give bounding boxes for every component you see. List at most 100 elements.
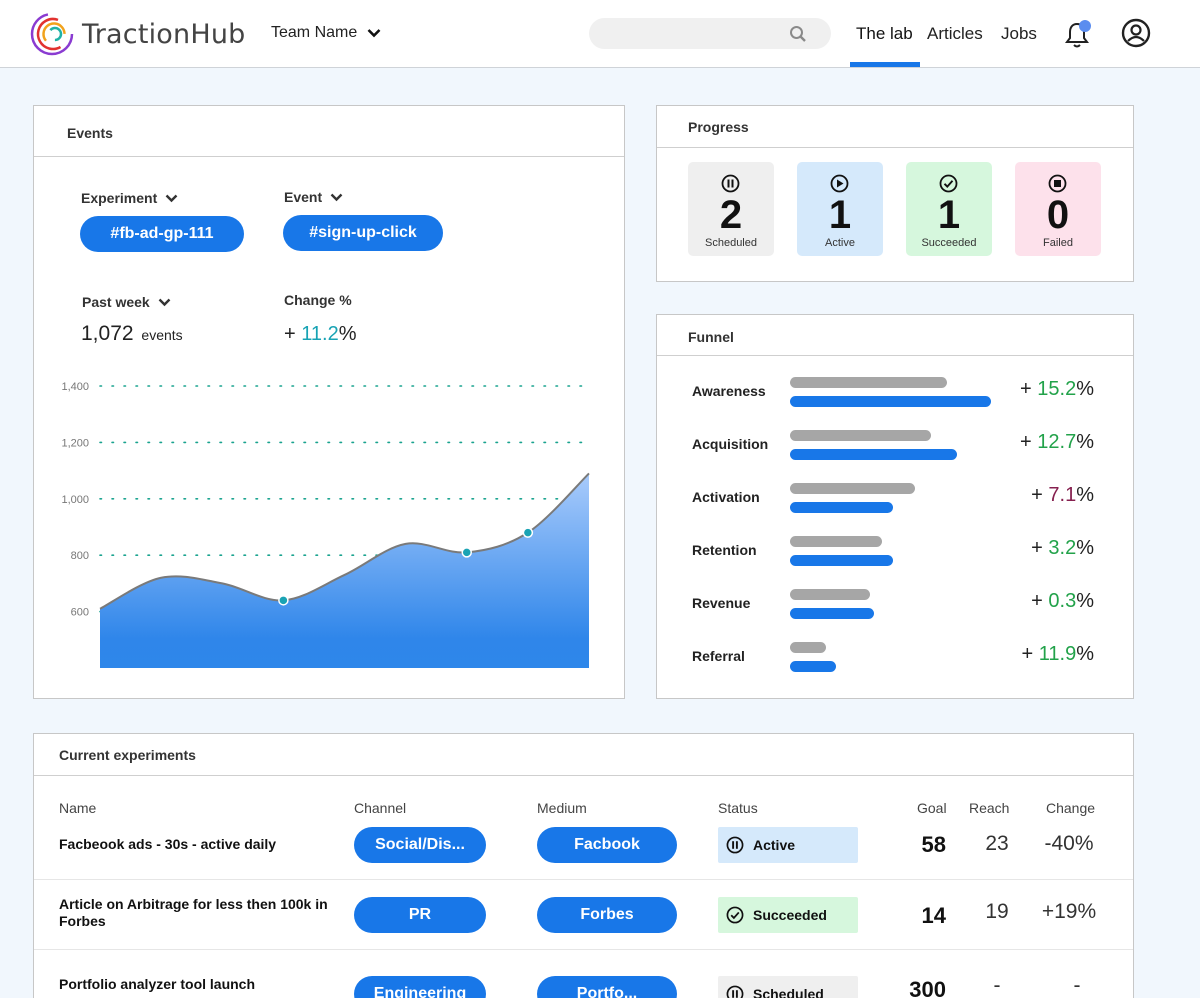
change-suffix: %: [338, 323, 357, 345]
funnel-stage-label: Referral: [692, 648, 745, 664]
period-dropdown[interactable]: Past week: [82, 294, 171, 310]
experiment-dropdown[interactable]: Experiment: [81, 190, 178, 206]
funnel-stage-change: + 15.2%: [1020, 378, 1094, 401]
check-circle-icon: [939, 174, 958, 193]
progress-failed[interactable]: 0 Failed: [1015, 162, 1101, 256]
status-badge: Active: [718, 827, 858, 863]
chart-data-point[interactable]: [461, 547, 472, 558]
change-value: -40%: [1044, 832, 1094, 855]
funnel-change-number: 11.9: [1038, 643, 1077, 665]
funnel-stage-change: + 7.1%: [1031, 484, 1094, 507]
events-title: Events: [34, 106, 624, 157]
status-text: Active: [753, 837, 796, 853]
funnel-previous-bar: [790, 430, 931, 441]
y-tick-label: 1,000: [61, 494, 89, 506]
funnel-change-number: 15.2: [1037, 378, 1077, 400]
table-row[interactable]: Facbeook ads - 30s - active daily Social…: [34, 818, 1133, 880]
change-label-text: Change %: [284, 292, 352, 308]
y-tick-label: 800: [71, 550, 89, 562]
funnel-stage-change: + 11.9%: [1022, 643, 1095, 666]
funnel-current-bar: [790, 661, 836, 672]
table-row[interactable]: Portfolio analyzer tool launch Engineeri…: [34, 950, 1133, 998]
experiments-title: Current experiments: [34, 734, 1133, 776]
col-reach[interactable]: Reach: [969, 800, 1010, 816]
funnel-stage-change: + 3.2%: [1031, 537, 1094, 560]
event-label: Event: [284, 189, 323, 205]
brand-logo[interactable]: TractionHub: [30, 12, 246, 56]
chart-data-point[interactable]: [522, 527, 534, 538]
experiment-label: Experiment: [81, 190, 158, 206]
experiments-card: Current experiments Name Channel Medium …: [33, 733, 1134, 998]
nav-active-indicator: [850, 62, 920, 67]
nav-the-lab[interactable]: The lab: [856, 24, 913, 43]
user-account-icon[interactable]: [1121, 18, 1151, 48]
funnel-stage-change: + 0.3%: [1031, 590, 1094, 613]
event-pill[interactable]: #sign-up-click: [283, 215, 443, 251]
progress-active[interactable]: 1 Active: [797, 162, 883, 256]
funnel-change-number: 0.3: [1048, 590, 1077, 612]
change-value: +19%: [1041, 900, 1097, 923]
channel-pill[interactable]: Engineering: [354, 976, 486, 998]
chevron-down-icon: [158, 298, 171, 306]
progress-succeeded[interactable]: 1 Succeeded: [906, 162, 992, 256]
pause-circle-icon: [726, 836, 744, 854]
funnel-current-bar: [790, 608, 874, 619]
table-row[interactable]: Article on Arbitrage for less then 100k …: [34, 880, 1133, 950]
col-channel[interactable]: Channel: [354, 800, 407, 816]
funnel-previous-bar: [790, 642, 826, 653]
failed-label: Failed: [1043, 237, 1073, 249]
chevron-down-icon: [367, 29, 381, 38]
y-tick-label: 1,400: [61, 381, 89, 393]
col-status[interactable]: Status: [718, 800, 758, 816]
funnel-change-prefix: +: [1031, 537, 1049, 559]
medium-pill[interactable]: Facbook: [537, 827, 677, 863]
active-count: 1: [828, 193, 852, 237]
channel-pill[interactable]: PR: [354, 897, 486, 933]
experiment-name[interactable]: Portfolio analyzer tool launch: [59, 976, 256, 992]
search-icon[interactable]: [789, 25, 807, 43]
funnel-previous-bar: [790, 589, 870, 600]
funnel-current-bar: [790, 502, 893, 513]
status-badge: Succeeded: [718, 897, 858, 933]
funnel-change-prefix: +: [1020, 431, 1038, 453]
chart-data-point[interactable]: [278, 595, 289, 606]
experiment-name[interactable]: Article on Arbitrage for less then 100k …: [59, 896, 328, 929]
funnel-stage-label: Acquisition: [692, 436, 769, 452]
col-medium[interactable]: Medium: [537, 800, 587, 816]
period-label: Past week: [82, 294, 150, 310]
experiment-name[interactable]: Facbeook ads - 30s - active daily: [59, 836, 277, 852]
traction-hub-logo-icon: [30, 12, 74, 56]
check-circle-icon: [726, 906, 744, 924]
col-goal[interactable]: Goal: [917, 800, 947, 816]
team-name: Team Name: [271, 24, 358, 41]
search-input[interactable]: [589, 18, 779, 49]
events-count: 1,072 events: [81, 322, 183, 346]
funnel-change-number: 12.7: [1037, 431, 1077, 453]
funnel-change-prefix: +: [1031, 484, 1049, 506]
funnel-stage-label: Retention: [692, 542, 757, 558]
funnel-stage-label: Revenue: [692, 595, 751, 611]
nav-articles[interactable]: Articles: [927, 24, 983, 43]
event-dropdown[interactable]: Event: [284, 189, 343, 205]
funnel-change-prefix: +: [1031, 590, 1049, 612]
active-label: Active: [825, 237, 855, 249]
medium-pill[interactable]: Forbes: [537, 897, 677, 933]
team-selector[interactable]: Team Name: [271, 24, 381, 42]
funnel-change-prefix: +: [1021, 643, 1039, 665]
funnel-change-suffix: %: [1076, 643, 1094, 665]
events-area-fill: [100, 473, 589, 668]
y-tick-label: 600: [71, 607, 89, 619]
change-number: 11.2: [301, 323, 339, 345]
progress-scheduled[interactable]: 2 Scheduled: [688, 162, 774, 256]
experiment-pill[interactable]: #fb-ad-gp-111: [80, 216, 244, 252]
funnel-change-suffix: %: [1076, 537, 1094, 559]
col-change[interactable]: Change: [1046, 800, 1096, 816]
notification-dot: [1079, 20, 1091, 32]
nav-jobs[interactable]: Jobs: [1001, 24, 1037, 43]
chevron-down-icon: [165, 194, 178, 202]
status-text: Succeeded: [753, 907, 827, 923]
col-name[interactable]: Name: [59, 800, 97, 816]
channel-pill[interactable]: Social/Dis...: [354, 827, 486, 863]
medium-pill[interactable]: Portfo...: [537, 976, 677, 998]
events-area-chart: 1,400 1,200 1,000 800 600: [61, 381, 590, 668]
